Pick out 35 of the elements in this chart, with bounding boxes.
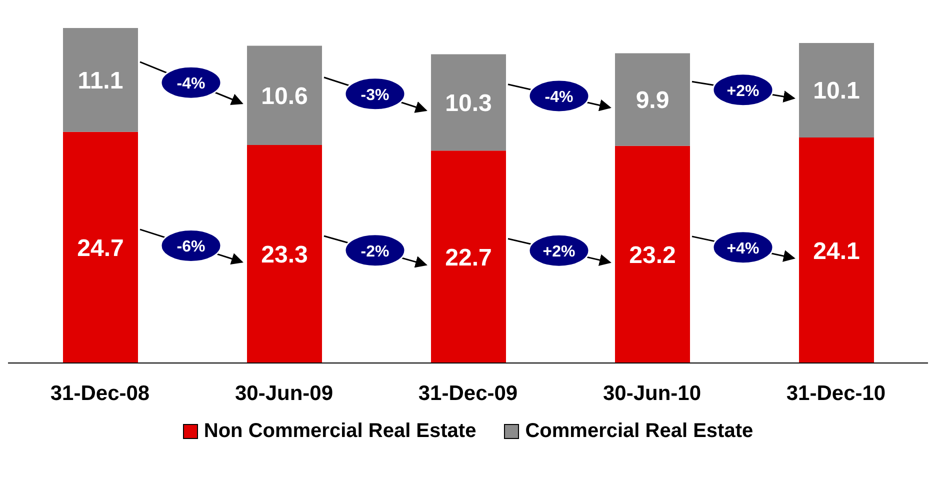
legend-label: Commercial Real Estate — [525, 420, 754, 443]
bar — [615, 146, 690, 363]
data-label: 9.9 — [636, 87, 670, 114]
data-label: 10.1 — [813, 78, 860, 105]
x-tick-label: 30-Jun-09 — [234, 382, 334, 405]
data-label: 24.1 — [813, 238, 860, 265]
data-label: 11.1 — [78, 67, 124, 94]
annotation: -4% — [544, 88, 574, 106]
annotation: -3% — [360, 86, 390, 104]
annotation: +2% — [726, 82, 760, 100]
bar — [247, 46, 322, 145]
legend-label: Non Commercial Real Estate — [204, 420, 476, 443]
x-tick-label: 31-Dec-09 — [418, 382, 518, 405]
data-label: 24.7 — [77, 234, 124, 262]
annotation: -2% — [360, 243, 390, 260]
bar — [247, 144, 322, 363]
bar — [63, 132, 138, 363]
x-tick-label: 31-Dec-08 — [50, 382, 150, 405]
annotation: -4% — [176, 76, 206, 93]
annotation: +2% — [542, 244, 576, 261]
annotation: -6% — [176, 238, 206, 256]
x-tick-label: 31-Dec-10 — [786, 382, 886, 405]
bar — [431, 150, 506, 363]
data-label: 23.3 — [261, 242, 308, 269]
x-tick-label: 30-Jun-10 — [602, 382, 702, 405]
data-label: 23.2 — [629, 242, 676, 269]
data-label: 22.7 — [445, 244, 492, 272]
bar — [615, 53, 690, 146]
bar — [431, 54, 506, 151]
bar — [63, 28, 138, 132]
data-label: 10.3 — [445, 90, 492, 117]
data-label: 10.6 — [261, 82, 308, 110]
bar — [799, 137, 874, 363]
annotation: +4% — [726, 240, 760, 258]
bar — [799, 42, 874, 138]
